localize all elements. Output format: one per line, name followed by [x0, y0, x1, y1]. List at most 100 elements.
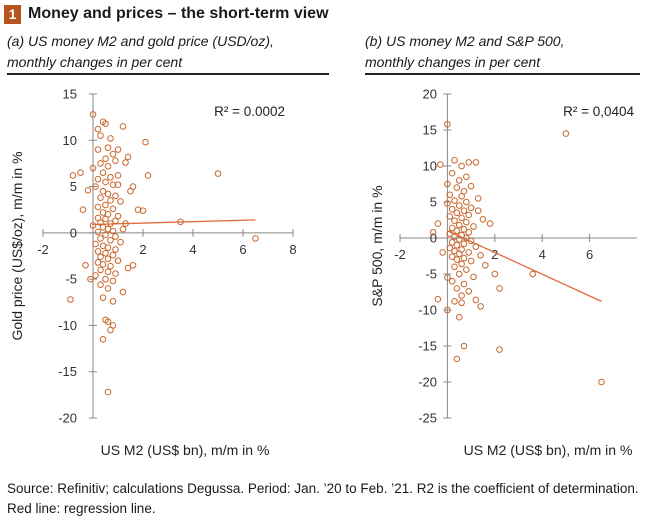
- data-point: [107, 262, 114, 270]
- data-point: [448, 253, 456, 261]
- data-point: [467, 257, 475, 265]
- y-tick-label: -20: [418, 375, 437, 390]
- data-point: [99, 294, 107, 301]
- x-axis-label: US M2 (US$ bn), m/m in %: [101, 442, 270, 458]
- data-point: [112, 192, 119, 200]
- data-point: [124, 153, 132, 161]
- x-tick-label: 2: [139, 242, 146, 257]
- data-point: [467, 182, 475, 190]
- data-point: [470, 223, 477, 230]
- y-tick-label: -5: [425, 267, 437, 282]
- data-point: [455, 177, 463, 184]
- data-point: [99, 169, 107, 176]
- data-point: [467, 204, 475, 212]
- y-tick-label: 10: [423, 159, 437, 174]
- data-point: [112, 233, 119, 240]
- data-point: [114, 146, 122, 153]
- data-point: [479, 215, 487, 223]
- data-point: [453, 355, 461, 363]
- data-point: [107, 174, 114, 181]
- data-point: [94, 125, 102, 133]
- y-tick-label: -5: [65, 272, 77, 287]
- data-point: [465, 287, 473, 295]
- data-point: [102, 249, 109, 257]
- data-point: [112, 270, 119, 277]
- data-point: [463, 218, 470, 226]
- data-point: [460, 207, 468, 214]
- data-point: [451, 217, 458, 225]
- data-point: [104, 388, 112, 396]
- x-tick-label: 2: [491, 247, 498, 262]
- data-point: [97, 253, 104, 261]
- data-point: [112, 217, 119, 225]
- data-point: [562, 130, 570, 137]
- data-point: [477, 303, 484, 310]
- data-point: [451, 197, 458, 204]
- data-point: [92, 240, 99, 248]
- data-point: [79, 206, 87, 214]
- y-tick-label: 5: [70, 179, 77, 194]
- data-point: [444, 120, 451, 128]
- data-point: [458, 162, 465, 170]
- data-point: [97, 281, 104, 288]
- y-tick-label: -10: [58, 318, 77, 333]
- data-point: [107, 135, 114, 142]
- data-point: [97, 132, 104, 139]
- data-point: [94, 228, 102, 236]
- data-point: [453, 227, 461, 235]
- panel-b-scatter-plot: -25 -20 -15 -10 -5 0 5 10 15 20 -2 2 4 6 R² = 0,0404 US…: [369, 87, 637, 458]
- x-tick-label: -2: [394, 247, 406, 262]
- data-point: [144, 172, 152, 179]
- regression-line: [92, 219, 256, 226]
- data-point: [94, 175, 102, 183]
- data-point: [453, 285, 461, 292]
- y-tick-label: 20: [423, 87, 437, 102]
- y-tick-label: -25: [418, 411, 437, 426]
- data-point: [486, 220, 494, 227]
- y-axis-label: S&P 500, m/m in %: [369, 185, 385, 306]
- data-point: [129, 261, 137, 269]
- data-point: [117, 198, 124, 205]
- data-point: [467, 237, 475, 245]
- data-point: [455, 221, 463, 229]
- data-point: [474, 207, 482, 214]
- data-point: [455, 270, 463, 278]
- data-point: [451, 263, 458, 271]
- data-point: [122, 220, 129, 227]
- panel-b-subtitle: (b) US money M2 and S&P 500, monthly cha…: [365, 31, 640, 75]
- data-point: [89, 111, 97, 118]
- data-point: [460, 342, 468, 350]
- data-point: [109, 181, 117, 189]
- data-point: [127, 187, 134, 195]
- figure-number-badge: 1: [4, 4, 21, 24]
- data-point: [109, 251, 117, 259]
- data-point: [104, 285, 112, 292]
- y-tick-label: 15: [63, 87, 77, 102]
- data-point: [460, 226, 468, 233]
- data-point: [142, 138, 149, 146]
- data-point: [598, 378, 605, 386]
- data-point: [119, 225, 127, 233]
- regression-line: [447, 230, 602, 302]
- data-point: [109, 298, 117, 305]
- data-point: [444, 180, 451, 188]
- data-point: [67, 296, 74, 303]
- data-point: [252, 235, 259, 242]
- data-point: [102, 155, 109, 163]
- data-point: [465, 211, 473, 219]
- data-point: [444, 200, 451, 207]
- panel-a-subtitle: (a) US money M2 and gold price (USD/oz),…: [7, 31, 329, 75]
- data-point: [92, 183, 99, 190]
- data-point: [99, 261, 107, 268]
- data-point: [529, 270, 537, 278]
- data-point: [102, 120, 109, 127]
- data-point: [453, 209, 461, 217]
- x-tick-label: 4: [539, 247, 546, 262]
- data-point: [104, 144, 112, 151]
- panel-b-subtitle-line2: monthly changes in per cent: [365, 54, 541, 70]
- data-point: [460, 240, 468, 248]
- data-point: [124, 264, 132, 272]
- data-point: [460, 280, 468, 288]
- data-point: [446, 230, 454, 237]
